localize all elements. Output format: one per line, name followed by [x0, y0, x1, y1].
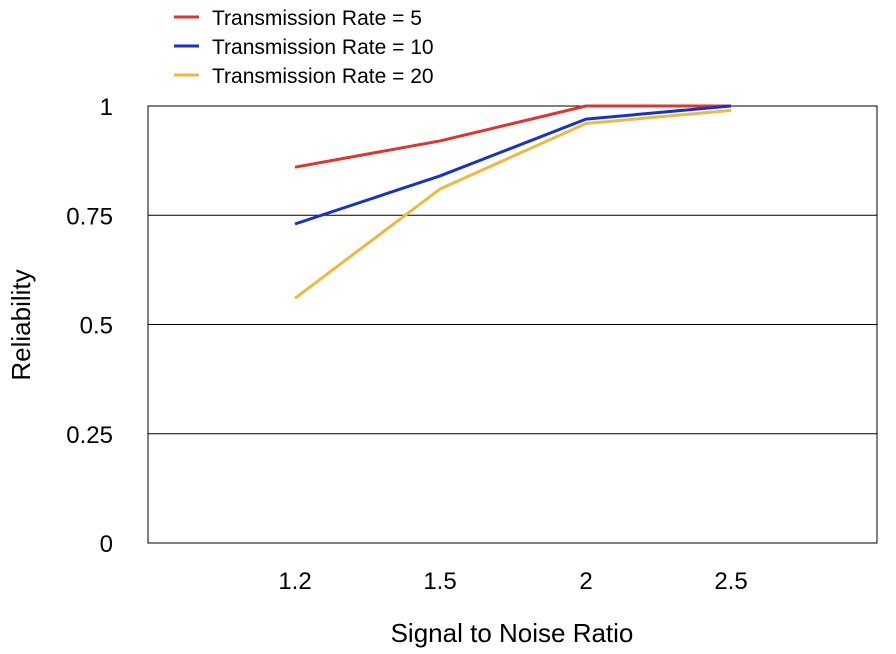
x-tick-label: 1.2 [278, 568, 311, 595]
x-tick-label: 1.5 [423, 568, 456, 595]
y-axis-title: Reliability [6, 269, 36, 380]
legend-label: Transmission Rate = 10 [212, 36, 434, 59]
legend-label: Transmission Rate = 5 [212, 7, 422, 30]
grid-layer [148, 214, 877, 435]
y-tick-label: 0 [100, 531, 113, 558]
legend-label: Transmission Rate = 20 [212, 65, 434, 88]
x-tick-label: 2.5 [714, 568, 747, 595]
plot-frame [147, 105, 878, 544]
series-line-1 [294, 104, 731, 169]
x-tick-label: 2 [579, 568, 592, 595]
x-axis-title: Signal to Noise Ratio [391, 618, 634, 648]
x-tick-labels: 1.2 1.5 2 2.5 [278, 568, 747, 595]
y-tick-label: 0.25 [66, 422, 113, 449]
y-tick-label: 0.75 [66, 203, 113, 230]
series-layer [294, 104, 732, 300]
legend: Transmission Rate = 5 Transmission Rate =… [174, 7, 434, 88]
y-tick-labels: 0 0.25 0.5 0.75 1 [66, 94, 113, 558]
y-tick-label: 1 [100, 94, 113, 121]
y-tick-label: 0.5 [80, 313, 113, 340]
series-line-2 [294, 104, 732, 226]
series-line-3 [294, 108, 732, 300]
